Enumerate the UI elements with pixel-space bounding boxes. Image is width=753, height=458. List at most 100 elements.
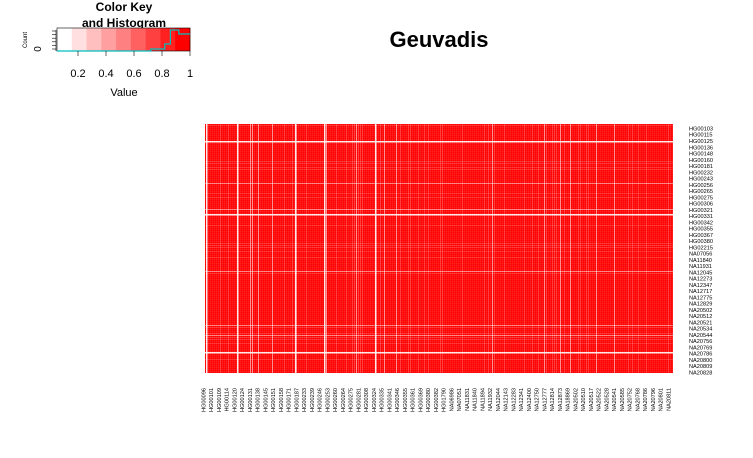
column-label: HG00239 bbox=[310, 388, 316, 412]
row-label: HG00232 bbox=[689, 170, 713, 176]
row-label: NA07056 bbox=[689, 252, 712, 258]
heatmap-row-streak bbox=[205, 263, 673, 264]
column-label: HG00253 bbox=[325, 388, 331, 412]
heatmap-row-streak bbox=[205, 243, 673, 244]
heatmap-column-streak bbox=[406, 124, 407, 373]
heatmap-column-streak bbox=[386, 124, 387, 373]
heatmap-row-streak bbox=[205, 333, 673, 334]
row-label: NA11840 bbox=[689, 258, 712, 264]
heatmap-row-streak bbox=[205, 161, 673, 162]
column-label: HG00361 bbox=[411, 388, 417, 412]
heatmap-column-streak bbox=[310, 124, 311, 373]
heatmap-column-streak bbox=[410, 124, 411, 373]
heatmap-column-streak bbox=[636, 124, 637, 373]
heatmap-column-streak bbox=[282, 124, 283, 373]
heatmap-column-streak bbox=[434, 124, 435, 373]
column-label: NA20528 bbox=[604, 388, 610, 411]
row-label: HG00256 bbox=[689, 183, 713, 189]
heatmap-column-streak bbox=[338, 124, 339, 373]
heatmap-row-streak bbox=[205, 203, 673, 204]
heatmap-row-streak bbox=[205, 239, 673, 240]
heatmap-column-streak bbox=[566, 124, 567, 373]
color-key-cell bbox=[160, 28, 176, 51]
color-key-cell bbox=[175, 28, 191, 51]
row-label: NA20828 bbox=[689, 370, 712, 376]
color-key-cell bbox=[130, 28, 146, 51]
heatmap-row-streak bbox=[205, 233, 673, 234]
heatmap-column-streak bbox=[348, 124, 349, 373]
heatmap-column-streak bbox=[278, 124, 279, 373]
heatmap-column-streak bbox=[608, 124, 609, 373]
heatmap-row-streak bbox=[205, 241, 673, 242]
heatmap-row-streak bbox=[205, 371, 673, 372]
heatmap-row-streak bbox=[205, 229, 673, 230]
heatmap-column-streak bbox=[286, 124, 287, 373]
heatmap-column-streak bbox=[418, 124, 419, 373]
heatmap-column-streak bbox=[570, 124, 571, 373]
heatmap-column-streak bbox=[630, 124, 631, 373]
heatmap-column-streak bbox=[380, 124, 381, 373]
row-label: HG00103 bbox=[689, 126, 713, 132]
heatmap-row-streak bbox=[205, 301, 673, 302]
heatmap-column-streak bbox=[330, 124, 331, 373]
column-label: HG00260 bbox=[333, 388, 339, 412]
heatmap-column-streak bbox=[364, 124, 365, 373]
column-labels: HG00096 HG00101 HG00109 HG00114 HG00120 HG001… bbox=[201, 388, 672, 412]
heatmap-column-streak bbox=[652, 124, 653, 373]
heatmap-row-streak bbox=[205, 289, 673, 290]
heatmap-column-streak bbox=[236, 124, 237, 373]
column-label: NA11840 bbox=[473, 388, 479, 411]
heatmap-column-streak bbox=[228, 124, 229, 373]
heatmap-column-streak bbox=[332, 124, 333, 373]
color-key-ylabel: Count bbox=[23, 32, 29, 48]
heatmap-row-streak bbox=[205, 219, 673, 220]
heatmap-row-streak bbox=[205, 327, 673, 328]
column-label: HG00335 bbox=[380, 388, 386, 412]
heatmap-column-streak bbox=[298, 124, 299, 373]
heatmap-column-streak bbox=[526, 124, 527, 373]
heatmap-column-streak bbox=[400, 124, 401, 373]
heatmap-column-streak bbox=[474, 124, 475, 373]
column-label: NA11932 bbox=[488, 388, 494, 411]
heatmap-column-streak bbox=[322, 124, 323, 373]
heatmap-row-streak bbox=[205, 137, 673, 138]
heatmap-column-streak bbox=[572, 124, 573, 373]
heatmap-column-streak bbox=[340, 124, 341, 373]
heatmap-row-streak bbox=[205, 363, 673, 364]
heatmap-column-streak bbox=[224, 124, 225, 373]
column-label: NA12873 bbox=[558, 388, 564, 411]
heatmap-column-streak bbox=[372, 124, 373, 373]
heatmap-column-streak bbox=[568, 124, 569, 373]
heatmap-column-streak bbox=[522, 124, 523, 373]
heatmap-column-streak bbox=[560, 124, 561, 373]
heatmap-column-streak bbox=[664, 124, 665, 373]
column-label: HG00187 bbox=[294, 388, 300, 412]
heatmap-row-streak bbox=[205, 147, 673, 148]
heatmap-column-streak bbox=[480, 124, 481, 373]
heatmap-row-streak bbox=[205, 281, 673, 282]
heatmap-row-streak bbox=[205, 277, 673, 278]
heatmap-column-separator bbox=[375, 124, 377, 373]
column-label: HG00109 bbox=[217, 388, 223, 412]
heatmap-panel: HG00103HG00115HG00125HG00136HG00148HG001… bbox=[201, 124, 713, 412]
heatmap-column-streak bbox=[624, 124, 625, 373]
row-label: HG00342 bbox=[689, 220, 713, 226]
heatmap-column-streak bbox=[360, 124, 361, 373]
heatmap-column-streak bbox=[672, 124, 673, 373]
heatmap-column-streak bbox=[532, 124, 533, 373]
heatmap-column-streak bbox=[600, 124, 601, 373]
column-label: HG00138 bbox=[256, 388, 262, 412]
row-label: HG00136 bbox=[689, 145, 713, 151]
heatmap-column-streak bbox=[656, 124, 657, 373]
heatmap-row-streak bbox=[205, 143, 673, 144]
heatmap-column-streak bbox=[554, 124, 555, 373]
column-label: NA20786 bbox=[643, 388, 649, 411]
column-label: NA20752 bbox=[628, 388, 634, 411]
heatmap-row-streak bbox=[205, 305, 673, 306]
heatmap-row-streak bbox=[205, 307, 673, 308]
heatmap-column-streak bbox=[394, 124, 395, 373]
heatmap-row-streak bbox=[205, 313, 673, 314]
heatmap-column-streak bbox=[536, 124, 537, 373]
heatmap-column-streak bbox=[412, 124, 413, 373]
